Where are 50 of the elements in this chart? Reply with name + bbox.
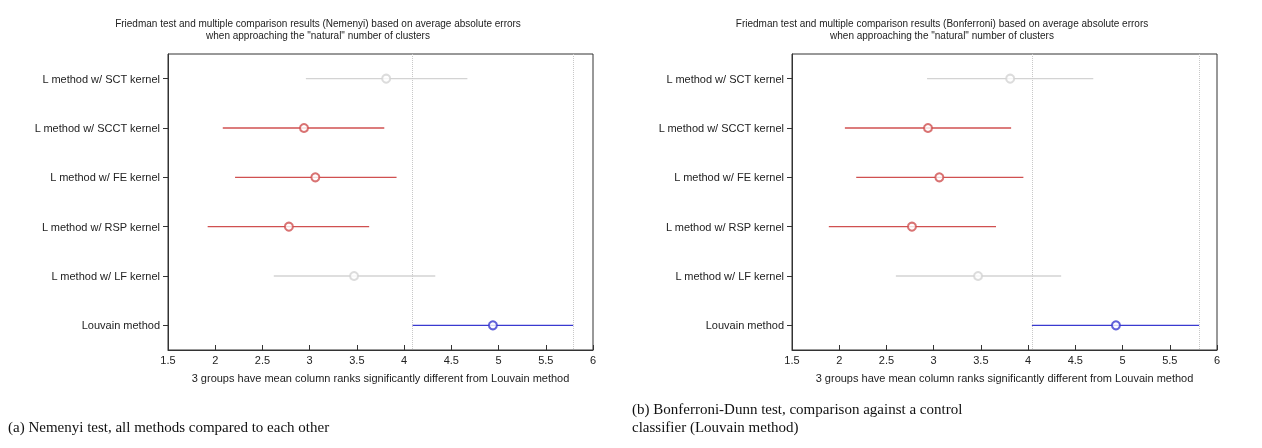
x-tick-label: 4.5	[1067, 353, 1083, 366]
y-tick-label: L method w/ FE kernel	[674, 171, 784, 184]
x-axis-title: 3 groups have mean column ranks significantly different from Louvain method	[191, 371, 570, 384]
x-tick-label: 2.5	[878, 353, 895, 366]
x-tick-label: 3.5	[349, 353, 365, 366]
y-tick-label: Louvain method	[705, 319, 784, 332]
y-tick-label: L method w/ RSP kernel	[41, 220, 160, 233]
x-tick-label: 6	[589, 353, 597, 366]
point	[310, 172, 321, 183]
x-tick-label: 4	[1025, 353, 1032, 366]
y-tick-label: L method w/ RSP kernel	[665, 220, 784, 233]
y-tick-label: L method w/ SCCT kernel	[34, 122, 160, 134]
y-tick-label: L method w/ LF kernel	[675, 270, 784, 282]
y-tick-label: L method w/ FE kernel	[50, 171, 160, 184]
point	[349, 271, 360, 281]
y-tick-label: Louvain method	[81, 319, 160, 332]
y-tick-label: L method w/ SCT kernel	[42, 72, 160, 85]
point	[923, 123, 933, 133]
x-tick-label: 6	[1213, 353, 1221, 366]
chart-title: Friedman test and multiple comparison results (Bonferroni) based on average absolute errors when approaching the "natural" number of clusters	[735, 17, 1149, 41]
x-tick-label: 5.5	[1162, 353, 1178, 366]
text: (b) Bonferroni-Dunn test, comparison against a control classifier (Louvain method)	[632, 401, 963, 436]
x-tick-label: 2	[212, 353, 219, 366]
point	[487, 320, 498, 331]
x-tick-label: 4	[401, 353, 408, 366]
point	[906, 221, 917, 232]
point	[299, 123, 309, 133]
x-axis-title: 3 groups have mean column ranks significantly different from Louvain method	[815, 371, 1194, 384]
point	[381, 73, 392, 84]
y-tick-label: L method w/ SCCT kernel	[658, 122, 784, 134]
point	[283, 221, 294, 232]
text: (a) Nemenyi test, all methods compared to each other	[8, 419, 330, 436]
x-tick-label: 3.5	[973, 353, 989, 366]
chart-title: Friedman test and multiple comparison results (Nemenyi) based on average absolute errors when approaching the "natural" number of clusters	[115, 17, 521, 41]
x-tick-label: 1.5	[784, 353, 800, 366]
y-tick-label: L method w/ SCT kernel	[666, 72, 784, 85]
x-tick-label: 2	[836, 353, 843, 366]
x-tick-label: 5	[1119, 353, 1126, 366]
point	[973, 271, 984, 281]
x-tick-label: 5.5	[538, 353, 554, 366]
point	[934, 172, 945, 183]
x-tick-label: 2.5	[254, 353, 271, 366]
y-tick-label: L method w/ LF kernel	[51, 270, 160, 282]
x-tick-label: 5	[495, 353, 502, 366]
x-tick-label: 3	[930, 353, 937, 366]
x-tick-label: 1.5	[160, 353, 176, 366]
point	[1005, 73, 1016, 84]
x-tick-label: 3	[306, 353, 313, 366]
x-tick-label: 4.5	[443, 353, 459, 366]
point	[1110, 320, 1121, 331]
